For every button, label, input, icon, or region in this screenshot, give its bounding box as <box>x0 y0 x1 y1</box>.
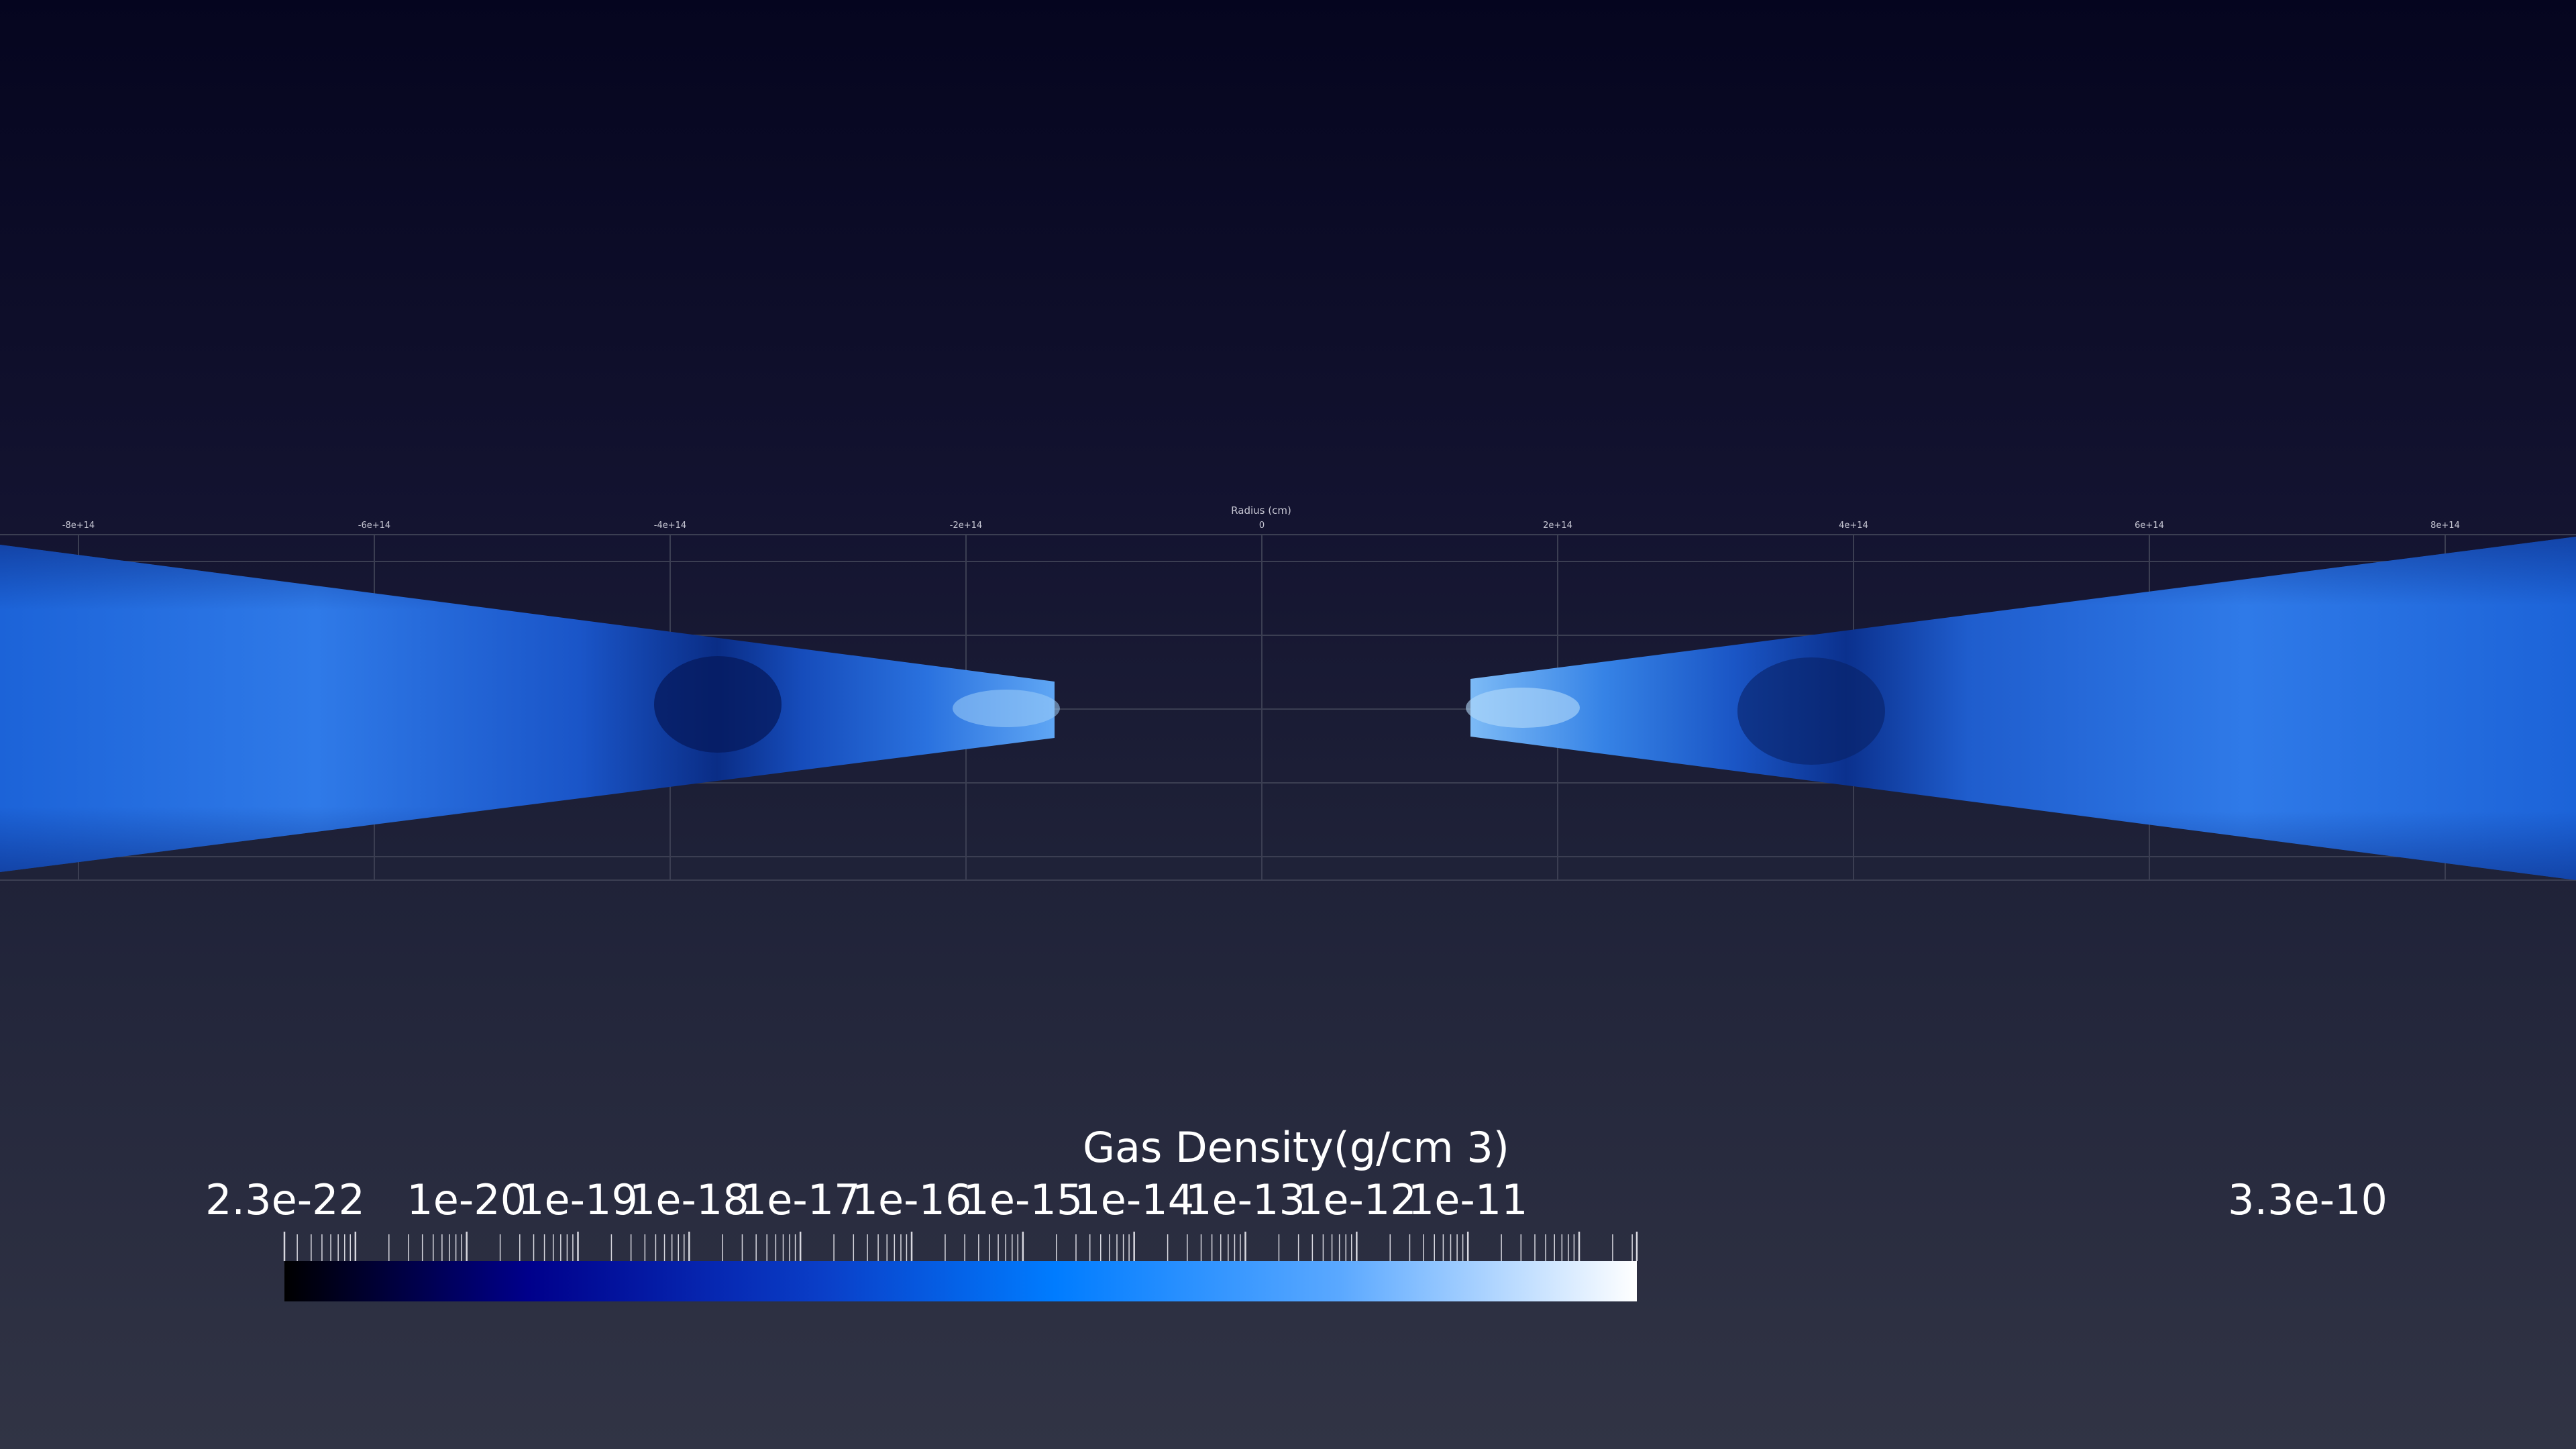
left-disk-edge-shading <box>0 545 1055 872</box>
left-disk-dark-knot <box>654 656 782 753</box>
axis-tick-label: 6e+14 <box>2135 521 2164 531</box>
axis-tick-label: 8e+14 <box>2430 521 2460 531</box>
colorbar-tick-label: 1e-19 <box>518 1175 638 1224</box>
axis-tick-label: 0 <box>1259 521 1265 531</box>
axis-tick-label: 4e+14 <box>1839 521 1868 531</box>
axis-tick-label: -6e+14 <box>358 521 390 531</box>
right-disk-edge-shading <box>1470 537 2576 880</box>
axis-title: Radius (cm) <box>1231 504 1291 517</box>
colorbar-max-label: 3.3e-10 <box>2228 1175 2387 1224</box>
colorbar-tick-label: 1e-17 <box>741 1175 861 1224</box>
density-field <box>0 537 2576 880</box>
colorbar-tick-label: 1e-13 <box>1185 1175 1305 1224</box>
axis-tick-labels: -1.6e+15-1.4e+15-1.2e+15-1e+15-8e+14-6e+… <box>62 521 2460 531</box>
colorbar-tick-label: 1e-16 <box>852 1175 972 1224</box>
axis-tick-label: -4e+14 <box>654 521 686 531</box>
axis-tick-label: -8e+14 <box>62 521 95 531</box>
colorbar-tick-label: 1e-11 <box>1408 1175 1528 1224</box>
color-legend: Gas Density(g/cm 3) 2.3e-22 3.3e-10 1e-2… <box>205 1123 2387 1301</box>
colorbar-tick-labels: 1e-201e-191e-181e-171e-161e-151e-141e-13… <box>407 1175 1527 1224</box>
colorbar-ticks <box>283 1232 1638 1261</box>
right-disk-bright-core <box>1466 688 1580 728</box>
right-disk-dark-knot <box>1737 657 1885 765</box>
axis-tick-label: 2e+14 <box>1543 521 1572 531</box>
axis-tick-label: -2e+14 <box>950 521 982 531</box>
colorbar-title: Gas Density(g/cm 3) <box>1083 1123 1509 1172</box>
colorbar-tick-label: 1e-15 <box>963 1175 1083 1224</box>
colorbar-min-label: 2.3e-22 <box>205 1175 365 1224</box>
colorbar-tick-label: 1e-18 <box>629 1175 749 1224</box>
colorbar-gradient <box>284 1261 1637 1301</box>
left-disk-bright-core <box>953 690 1060 727</box>
colorbar-tick-label: 1e-14 <box>1074 1175 1194 1224</box>
colorbar-tick-label: 1e-20 <box>407 1175 527 1224</box>
colorbar-tick-label: 1e-12 <box>1297 1175 1417 1224</box>
